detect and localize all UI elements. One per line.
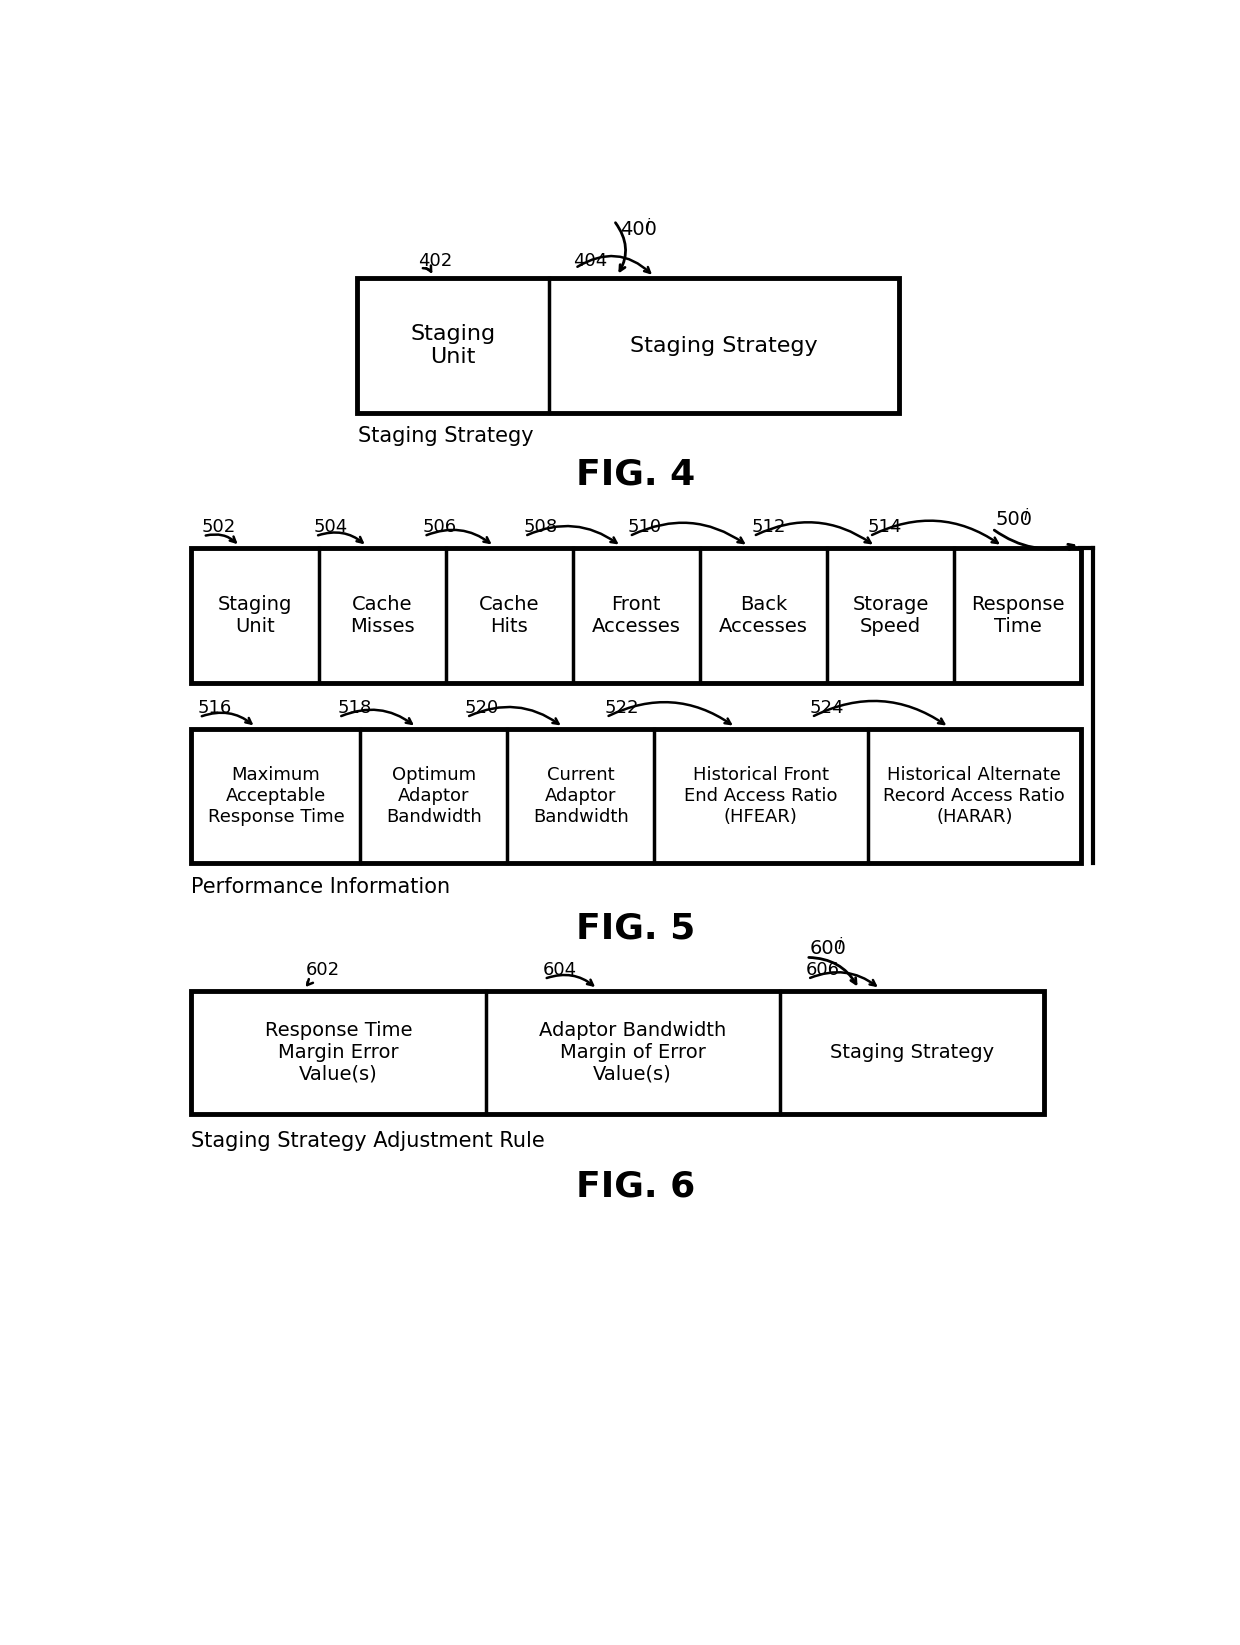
Text: 522: 522 [605,699,639,717]
Text: Response
Time: Response Time [971,594,1064,635]
Text: 500: 500 [996,510,1033,528]
Text: Performance Information: Performance Information [191,877,450,897]
Text: Staging Strategy: Staging Strategy [630,336,818,355]
Text: 404: 404 [573,252,608,270]
Text: Maximum
Acceptable
Response Time: Maximum Acceptable Response Time [207,767,345,826]
Text: 606: 606 [806,961,839,979]
Text: 518: 518 [337,699,371,717]
Text: Staging
Unit: Staging Unit [410,324,495,367]
Text: 514: 514 [868,518,903,536]
Text: 400: 400 [620,220,657,239]
Text: Back
Accesses: Back Accesses [719,594,807,635]
Text: Staging Strategy: Staging Strategy [358,426,533,446]
Bar [191,548,1081,683]
Text: i: i [1024,508,1028,523]
Text: Current
Adaptor
Bandwidth: Current Adaptor Bandwidth [533,767,629,826]
Text: 516: 516 [197,699,232,717]
Text: 504: 504 [314,518,348,536]
Text: Storage
Speed: Storage Speed [852,594,929,635]
Text: 512: 512 [751,518,786,536]
Text: Historical Front
End Access Ratio
(HFEAR): Historical Front End Access Ratio (HFEAR… [684,767,837,826]
Text: 402: 402 [419,252,453,270]
Text: FIG. 6: FIG. 6 [575,1170,696,1204]
Text: 508: 508 [523,518,557,536]
Text: Staging
Unit: Staging Unit [218,594,293,635]
Text: Adaptor Bandwidth
Margin of Error
Value(s): Adaptor Bandwidth Margin of Error Value(… [539,1020,727,1084]
Text: Cache
Misses: Cache Misses [350,594,414,635]
Text: Staging Strategy Adjustment Rule: Staging Strategy Adjustment Rule [191,1130,546,1150]
Text: Front
Accesses: Front Accesses [591,594,681,635]
Bar [191,729,1081,864]
Text: 506: 506 [423,518,456,536]
Text: 600: 600 [810,939,847,957]
Text: Cache
Hits: Cache Hits [479,594,539,635]
Text: 602: 602 [306,961,340,979]
Text: Staging Strategy: Staging Strategy [830,1043,993,1061]
Text: Response Time
Margin Error
Value(s): Response Time Margin Error Value(s) [264,1020,412,1084]
Text: Optimum
Adaptor
Bandwidth: Optimum Adaptor Bandwidth [386,767,482,826]
Text: 524: 524 [810,699,844,717]
Text: FIG. 5: FIG. 5 [575,911,696,946]
Text: 604: 604 [543,961,577,979]
Text: 520: 520 [465,699,500,717]
Text: i: i [646,219,650,234]
Bar [357,278,899,413]
Text: 510: 510 [627,518,662,536]
Text: i: i [838,936,842,952]
Text: Historical Alternate
Record Access Ratio
(HARAR): Historical Alternate Record Access Ratio… [883,767,1065,826]
Text: FIG. 4: FIG. 4 [575,457,696,492]
Text: 502: 502 [201,518,236,536]
Bar [191,990,1044,1114]
